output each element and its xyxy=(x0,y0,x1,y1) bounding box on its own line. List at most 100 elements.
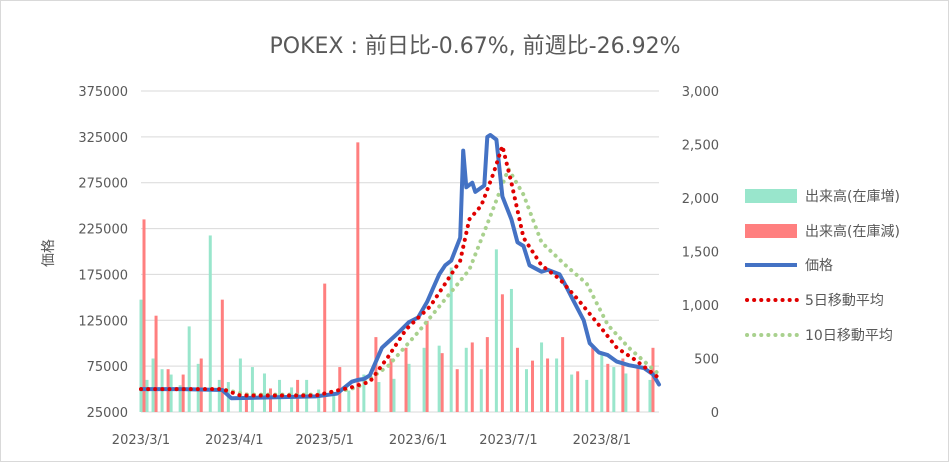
volume-down-bar xyxy=(546,358,550,412)
x-tick-label: 2023/4/1 xyxy=(205,433,263,448)
volume-up-bar xyxy=(290,387,294,412)
volume-down-bar xyxy=(455,369,459,412)
volume-up-bar xyxy=(422,347,426,412)
volume-down-bar xyxy=(500,294,504,412)
chart-title: POKEX : 前日比-0.67%, 前週比-26.92% xyxy=(269,34,680,59)
volume-down-bar xyxy=(244,392,248,412)
volume-up-bar xyxy=(347,390,351,412)
x-tick-label: 2023/6/1 xyxy=(389,433,447,448)
x-tick-label: 2023/3/1 xyxy=(112,433,170,448)
volume-up-bar xyxy=(479,369,483,412)
volume-up-bar xyxy=(250,367,254,412)
y-right-tick-label: 2,000 xyxy=(682,192,719,207)
y-left-tick-label: 75000 xyxy=(87,360,128,375)
volume-up-bar xyxy=(332,392,336,412)
y-axis-left-ticks: 375000 325000 275000 225000 175000 125000 7500… xyxy=(78,85,128,421)
legend-label: 出来高(在庫増) xyxy=(805,188,900,205)
volume-up-bar xyxy=(585,379,589,412)
volume-down-bar xyxy=(389,358,393,412)
volume-down-bar xyxy=(425,321,429,412)
volume-down-bar xyxy=(576,371,580,412)
volume-up-bar xyxy=(494,249,498,412)
volume-down-bar xyxy=(181,374,185,412)
volume-down-bar xyxy=(591,347,595,412)
ma10-line xyxy=(139,167,661,397)
volume-down-bar xyxy=(606,363,610,412)
volume-up-bar xyxy=(151,358,155,412)
volume-down-bar xyxy=(404,347,408,412)
volume-up-bar xyxy=(509,288,513,412)
legend-swatch xyxy=(745,189,797,203)
volume-up-bar xyxy=(178,385,182,412)
volume-down-bar xyxy=(142,219,146,412)
legend-label: 価格 xyxy=(805,258,833,274)
volume-up-bar xyxy=(624,373,628,412)
y-left-tick-label: 175000 xyxy=(78,268,128,283)
volume-down-bar xyxy=(323,283,327,412)
volume-up-bar xyxy=(464,347,468,412)
volume-up-bar xyxy=(437,345,441,412)
volume-up-bar xyxy=(407,363,411,412)
y-left-tick-label: 325000 xyxy=(78,131,128,146)
volume-up-bar xyxy=(648,379,652,412)
y-right-tick-label: 1,500 xyxy=(682,246,719,261)
legend: 出来高(在庫増) 出来高(在庫減) 価格 5日移動平均 10日移動平均 xyxy=(745,188,900,344)
y-right-tick-label: 500 xyxy=(694,353,719,368)
volume-up-bar xyxy=(262,373,266,412)
y-right-tick-label: 3,000 xyxy=(682,85,719,100)
y-axis-right-ticks: 3,000 2,500 2,000 1,500 1,000 500 0 xyxy=(682,85,719,421)
legend-label: 10日移動平均 xyxy=(805,328,893,344)
ma5-line xyxy=(139,144,661,398)
y-axis-label: 価格 xyxy=(41,239,57,267)
y-left-tick-label: 225000 xyxy=(78,223,128,238)
volume-down-bar xyxy=(440,353,444,412)
y-right-tick-label: 0 xyxy=(711,406,719,421)
volume-down-bar xyxy=(470,342,474,412)
legend-label: 出来高(在庫減) xyxy=(805,223,900,240)
volume-up-bar xyxy=(169,374,173,412)
price-lines xyxy=(139,133,661,401)
volume-up-bar xyxy=(187,326,191,412)
legend-label: 5日移動平均 xyxy=(805,293,884,309)
volume-down-bar xyxy=(621,358,625,412)
volume-up-bar xyxy=(600,354,604,412)
y-left-tick-label: 125000 xyxy=(78,314,128,329)
legend-swatch xyxy=(745,224,797,238)
volume-up-bar xyxy=(238,358,242,412)
volume-up-bar xyxy=(217,379,221,412)
volume-down-bar xyxy=(636,367,640,412)
volume-down-bar xyxy=(651,347,655,412)
volume-down-bar xyxy=(269,388,272,412)
volume-up-bar xyxy=(540,342,544,412)
volume-down-bar xyxy=(199,358,203,412)
volume-down-bar xyxy=(220,299,224,412)
gridlines xyxy=(141,90,659,413)
volume-up-bar xyxy=(570,374,574,412)
volume-down-bar xyxy=(531,360,535,412)
x-axis-ticks: 2023/3/1 2023/4/1 2023/5/1 2023/6/1 2023/7/1… xyxy=(112,411,659,448)
volume-down-bar xyxy=(485,337,489,412)
volume-up-bar xyxy=(362,374,366,412)
volume-down-bar xyxy=(356,142,360,413)
volume-up-bar xyxy=(524,369,528,412)
volume-up-bar xyxy=(449,267,453,412)
y-left-tick-label: 275000 xyxy=(78,177,128,192)
volume-up-bar xyxy=(145,379,149,412)
x-tick-label: 2023/7/1 xyxy=(479,433,537,448)
volume-down-bar xyxy=(561,337,565,412)
price-line xyxy=(139,133,661,401)
x-tick-label: 2023/5/1 xyxy=(296,433,354,448)
volume-up-bar xyxy=(392,378,396,412)
volume-up-bar xyxy=(377,382,381,412)
volume-down-bar xyxy=(515,347,519,412)
volume-up-bar xyxy=(208,235,212,412)
volume-up-bar xyxy=(612,367,616,412)
y-left-tick-label: 375000 xyxy=(78,85,128,100)
volume-up-bar xyxy=(555,358,559,412)
y-right-tick-label: 2,500 xyxy=(682,139,719,154)
volume-up-bar xyxy=(139,299,143,412)
volume-down-bar xyxy=(154,315,158,412)
y-right-tick-label: 1,000 xyxy=(682,299,719,314)
